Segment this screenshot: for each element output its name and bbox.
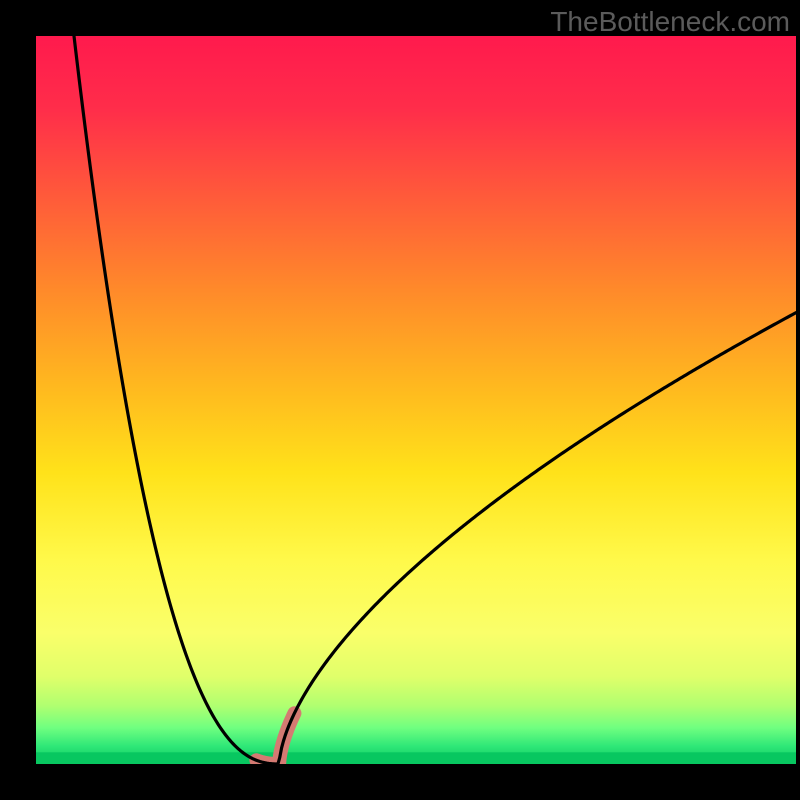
chart-frame: TheBottleneck.com	[0, 0, 800, 800]
watermark-text: TheBottleneck.com	[550, 6, 790, 38]
zero-baseline-band	[36, 752, 796, 764]
plot-area	[36, 36, 796, 764]
bottleneck-curve-svg	[36, 36, 796, 764]
bottleneck-curve	[74, 36, 796, 764]
